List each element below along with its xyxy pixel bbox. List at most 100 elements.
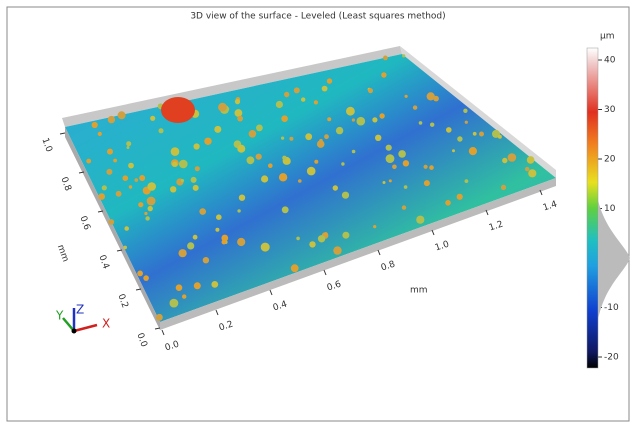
bump [463,109,467,113]
bump [333,246,341,254]
bump [216,214,222,220]
colorbar-tick-label: -10 [604,303,619,313]
bump [307,167,316,176]
bump [352,150,356,154]
bump [194,282,201,289]
bump [187,242,194,249]
bump [508,153,517,162]
bump [375,135,381,141]
bump [108,219,114,225]
page: 3D view of the surface - Leveled (Least … [0,0,637,428]
bump [525,167,529,171]
bump [281,115,288,122]
bump [282,206,289,213]
bump [92,122,98,128]
colorbar-tick-label: 30 [604,105,616,115]
bump [199,208,206,215]
bump [527,156,535,164]
triad-z: Z [76,303,84,317]
bump [235,99,240,104]
bump [296,237,300,241]
bump [237,209,240,212]
bump [211,281,218,288]
bump [465,179,469,183]
bump [324,232,328,236]
bump [379,113,384,118]
bump [405,95,408,98]
bump [402,54,405,57]
bump [193,235,198,240]
bump [386,145,392,151]
bump [102,185,107,190]
bump [528,169,536,177]
bump [289,137,293,141]
bump [342,192,349,199]
bump [372,117,377,122]
triad-x: X [102,317,110,331]
bump [221,235,228,242]
bump [170,299,179,308]
bump [237,145,245,153]
bump [413,105,417,109]
bump [128,163,134,169]
bump [327,78,332,83]
bump [457,194,463,200]
bump [139,175,145,181]
bump [237,116,243,122]
bump [156,314,163,321]
bump [107,149,113,155]
bump [429,165,434,170]
bump [342,232,349,239]
bump [416,216,424,224]
bump [319,139,323,143]
bump [424,180,430,186]
bump [176,284,183,291]
bump [106,169,112,175]
bump [381,72,386,77]
bump [249,130,257,138]
bump [143,275,149,281]
viewer: 3D view of the surface - Leveled (Least … [0,0,637,428]
bump [171,147,180,156]
colorbar-tick-label: 40 [604,56,616,66]
bump [333,185,338,190]
colorbar-unit: µm [600,32,615,42]
bump [182,294,186,298]
bump [256,154,262,160]
bump [108,116,115,123]
bump [445,200,451,206]
bump [427,92,435,100]
bump [403,160,409,166]
bump [368,88,373,93]
bump [203,257,209,263]
bump [86,159,91,164]
bump [301,97,305,101]
bump [144,212,147,215]
bump [235,109,243,117]
bump [327,117,331,121]
bump [147,182,156,191]
bump [148,206,153,211]
bump [392,165,397,170]
bump [247,156,255,164]
bump [386,154,395,163]
bump [98,193,105,200]
bump [116,191,122,197]
bump [135,178,139,182]
bump [261,243,270,252]
bump [314,100,318,104]
bump [129,185,132,188]
bump [281,137,284,140]
bump [195,166,200,171]
bump [123,246,127,250]
bump [502,158,507,163]
bump [138,202,143,207]
bump [118,111,126,119]
bump [285,158,291,164]
bump [98,132,102,136]
bump [181,179,184,182]
x-axis-label: mm [410,286,428,296]
bump [424,165,428,169]
bump [256,125,263,132]
bump [318,235,325,242]
